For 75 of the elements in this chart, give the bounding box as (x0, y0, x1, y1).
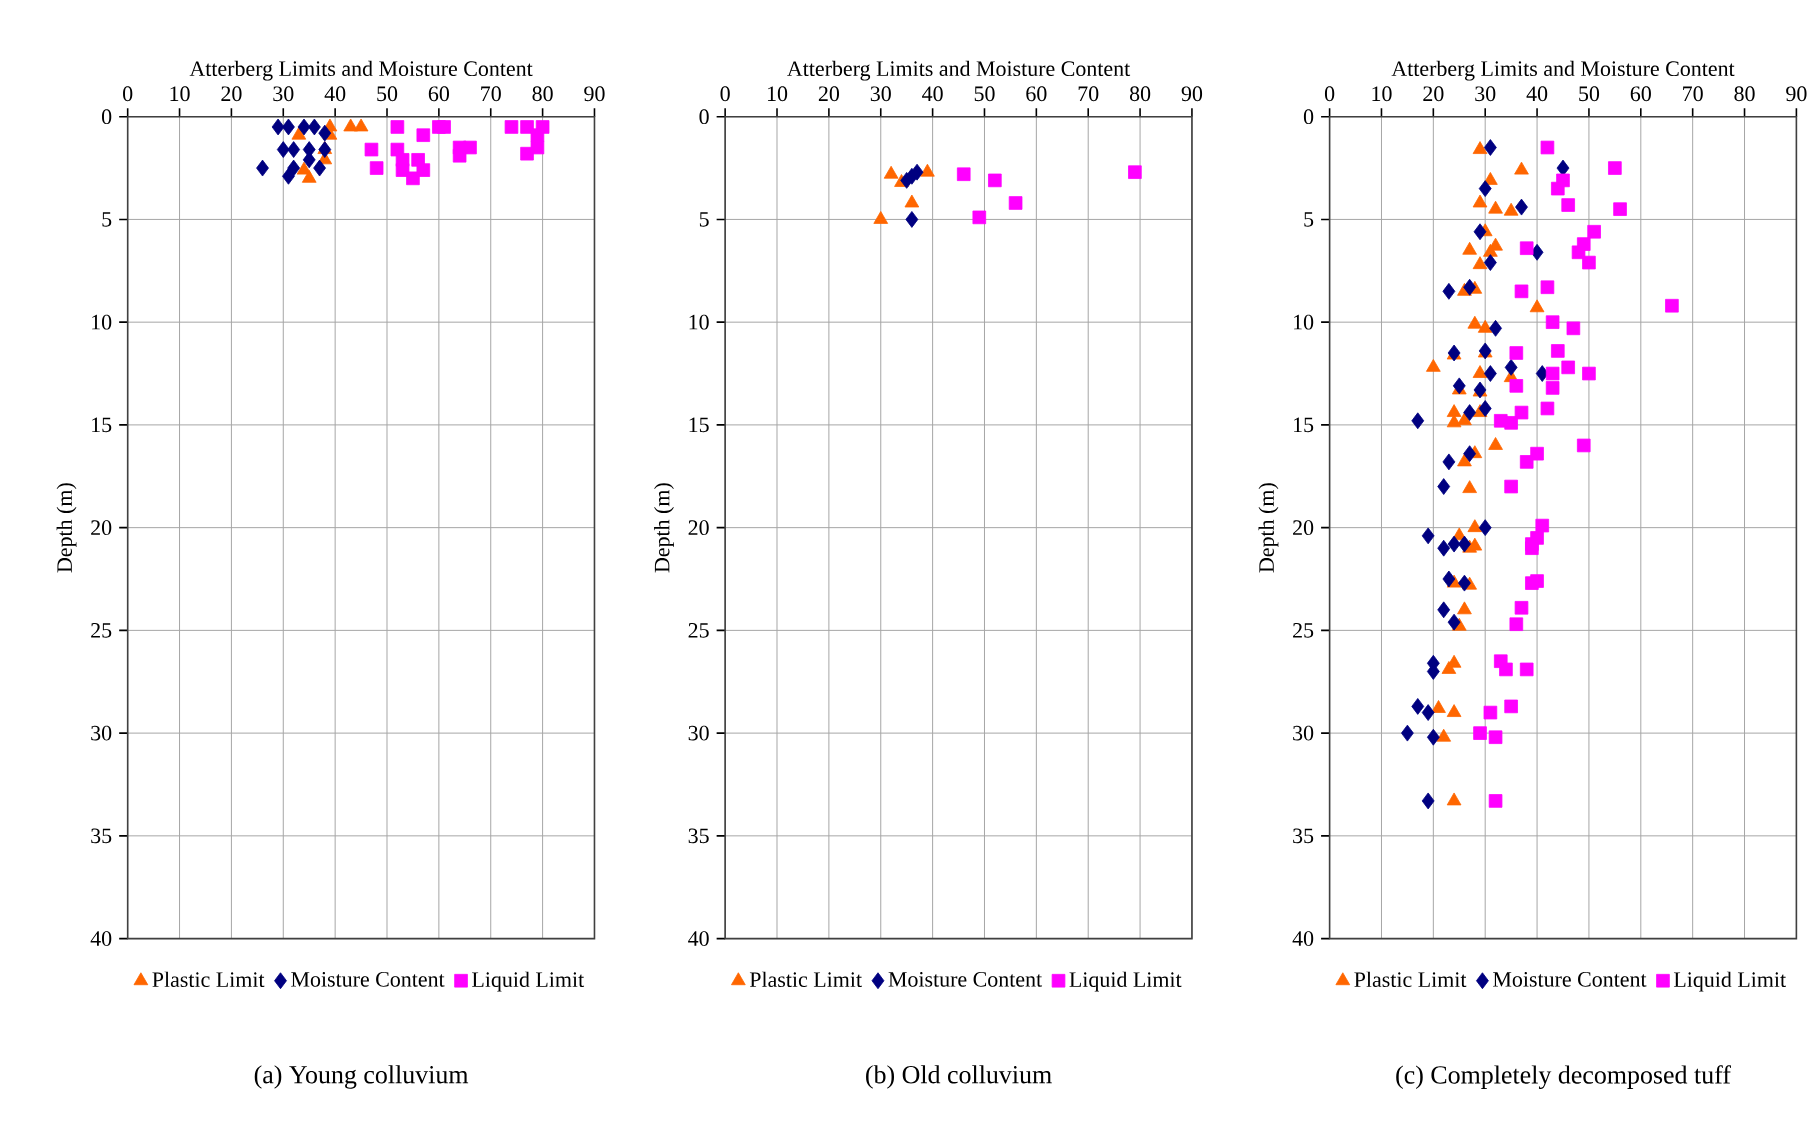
y-axis-title: Depth (m) (1258, 483, 1279, 573)
x-tick-label: 40 (324, 86, 346, 102)
x-tick-label: 20 (221, 86, 242, 102)
x-tick-label: 60 (428, 86, 450, 102)
x-tick-label: 10 (170, 86, 190, 102)
x-tick-label: 30 (870, 86, 891, 102)
x-tick-label: 30 (1475, 86, 1496, 102)
x-tick-label: 90 (1786, 86, 1807, 102)
y-tick-label: 25 (91, 623, 112, 638)
y-tick-label: 25 (1293, 623, 1314, 638)
y-tick-label: 15 (689, 417, 709, 433)
y-tick-label: 30 (91, 725, 112, 741)
x-tick-label: 50 (1579, 86, 1600, 102)
y-tick-label: 35 (1293, 828, 1314, 844)
x-tick-label: 50 (377, 86, 398, 102)
y-tick-label: 30 (1293, 725, 1314, 741)
legend-label: Moisture Content (1493, 971, 1647, 987)
x-tick-label: 10 (767, 86, 788, 102)
y-tick-label: 5 (1304, 212, 1314, 227)
y-axis-title: Depth (m) (654, 483, 674, 573)
legend-label: Plastic Limit (152, 971, 265, 988)
x-tick-label: 20 (818, 86, 840, 102)
x-axis-title: Atterberg Limits and Moisture Content (189, 60, 533, 81)
x-tick-label: 80 (1734, 86, 1755, 102)
y-tick-label: 0 (699, 109, 709, 125)
x-tick-label: 40 (922, 86, 943, 102)
y-tick-label: 30 (688, 725, 709, 741)
x-tick-label: 70 (1683, 86, 1703, 102)
legend-label: Liquid Limit (1673, 971, 1786, 992)
y-tick-label: 5 (102, 212, 112, 227)
x-tick-label: 90 (584, 86, 605, 102)
y-tick-label: 10 (689, 314, 709, 330)
x-tick-label: 30 (273, 86, 294, 102)
y-tick-label: 10 (92, 314, 112, 330)
y-tick-label: 35 (91, 828, 112, 844)
legend-label: Plastic Limit (1354, 971, 1467, 988)
x-tick-label: 80 (532, 86, 553, 102)
x-tick-label: 50 (974, 86, 995, 102)
x-tick-label: 60 (1630, 86, 1651, 102)
y-tick-label: 20 (688, 520, 709, 536)
y-tick-label: 0 (101, 109, 112, 125)
x-axis-title: Atterberg Limits and Moisture Content (1391, 60, 1735, 81)
text: (c) Completely decomposed tuff (1396, 1065, 1731, 1090)
y-tick-label: 10 (1294, 314, 1314, 330)
legend-label: Moisture Content (291, 971, 445, 987)
x-tick-label: 80 (1129, 86, 1151, 102)
text: (a) Young colluvium (254, 1065, 469, 1089)
y-tick-label: 20 (91, 520, 112, 536)
x-tick-label: 60 (1026, 86, 1047, 102)
y-tick-label: 40 (90, 931, 112, 946)
y-axis-title: Depth (m) (56, 483, 77, 573)
x-tick-label: 10 (1372, 86, 1392, 102)
y-tick-label: 25 (688, 623, 709, 638)
y-tick-label: 40 (688, 931, 709, 946)
x-tick-label: 0 (720, 86, 730, 102)
x-tick-label: 0 (123, 86, 133, 102)
text: (b) Old colluvium (866, 1065, 1052, 1089)
x-tick-label: 0 (1324, 86, 1335, 102)
x-tick-label: 90 (1181, 86, 1203, 102)
x-tick-label: 70 (481, 86, 501, 102)
legend-label: Moisture Content (888, 971, 1043, 987)
y-tick-label: 5 (699, 212, 709, 227)
x-tick-label: 20 (1423, 86, 1444, 102)
legend-label: Liquid Limit (1069, 971, 1182, 992)
y-tick-label: 35 (688, 828, 709, 844)
y-tick-label: 20 (1293, 520, 1314, 536)
y-tick-label: 15 (92, 417, 112, 433)
y-tick-label: 15 (1294, 417, 1314, 433)
y-tick-label: 40 (1292, 931, 1314, 946)
legend-label: Liquid Limit (472, 971, 585, 992)
y-tick-label: 0 (1303, 109, 1314, 125)
x-axis-title: Atterberg Limits and Moisture Content (787, 60, 1131, 81)
x-tick-label: 40 (1526, 86, 1548, 102)
legend-label: Plastic Limit (749, 971, 862, 988)
x-tick-label: 70 (1078, 86, 1099, 102)
